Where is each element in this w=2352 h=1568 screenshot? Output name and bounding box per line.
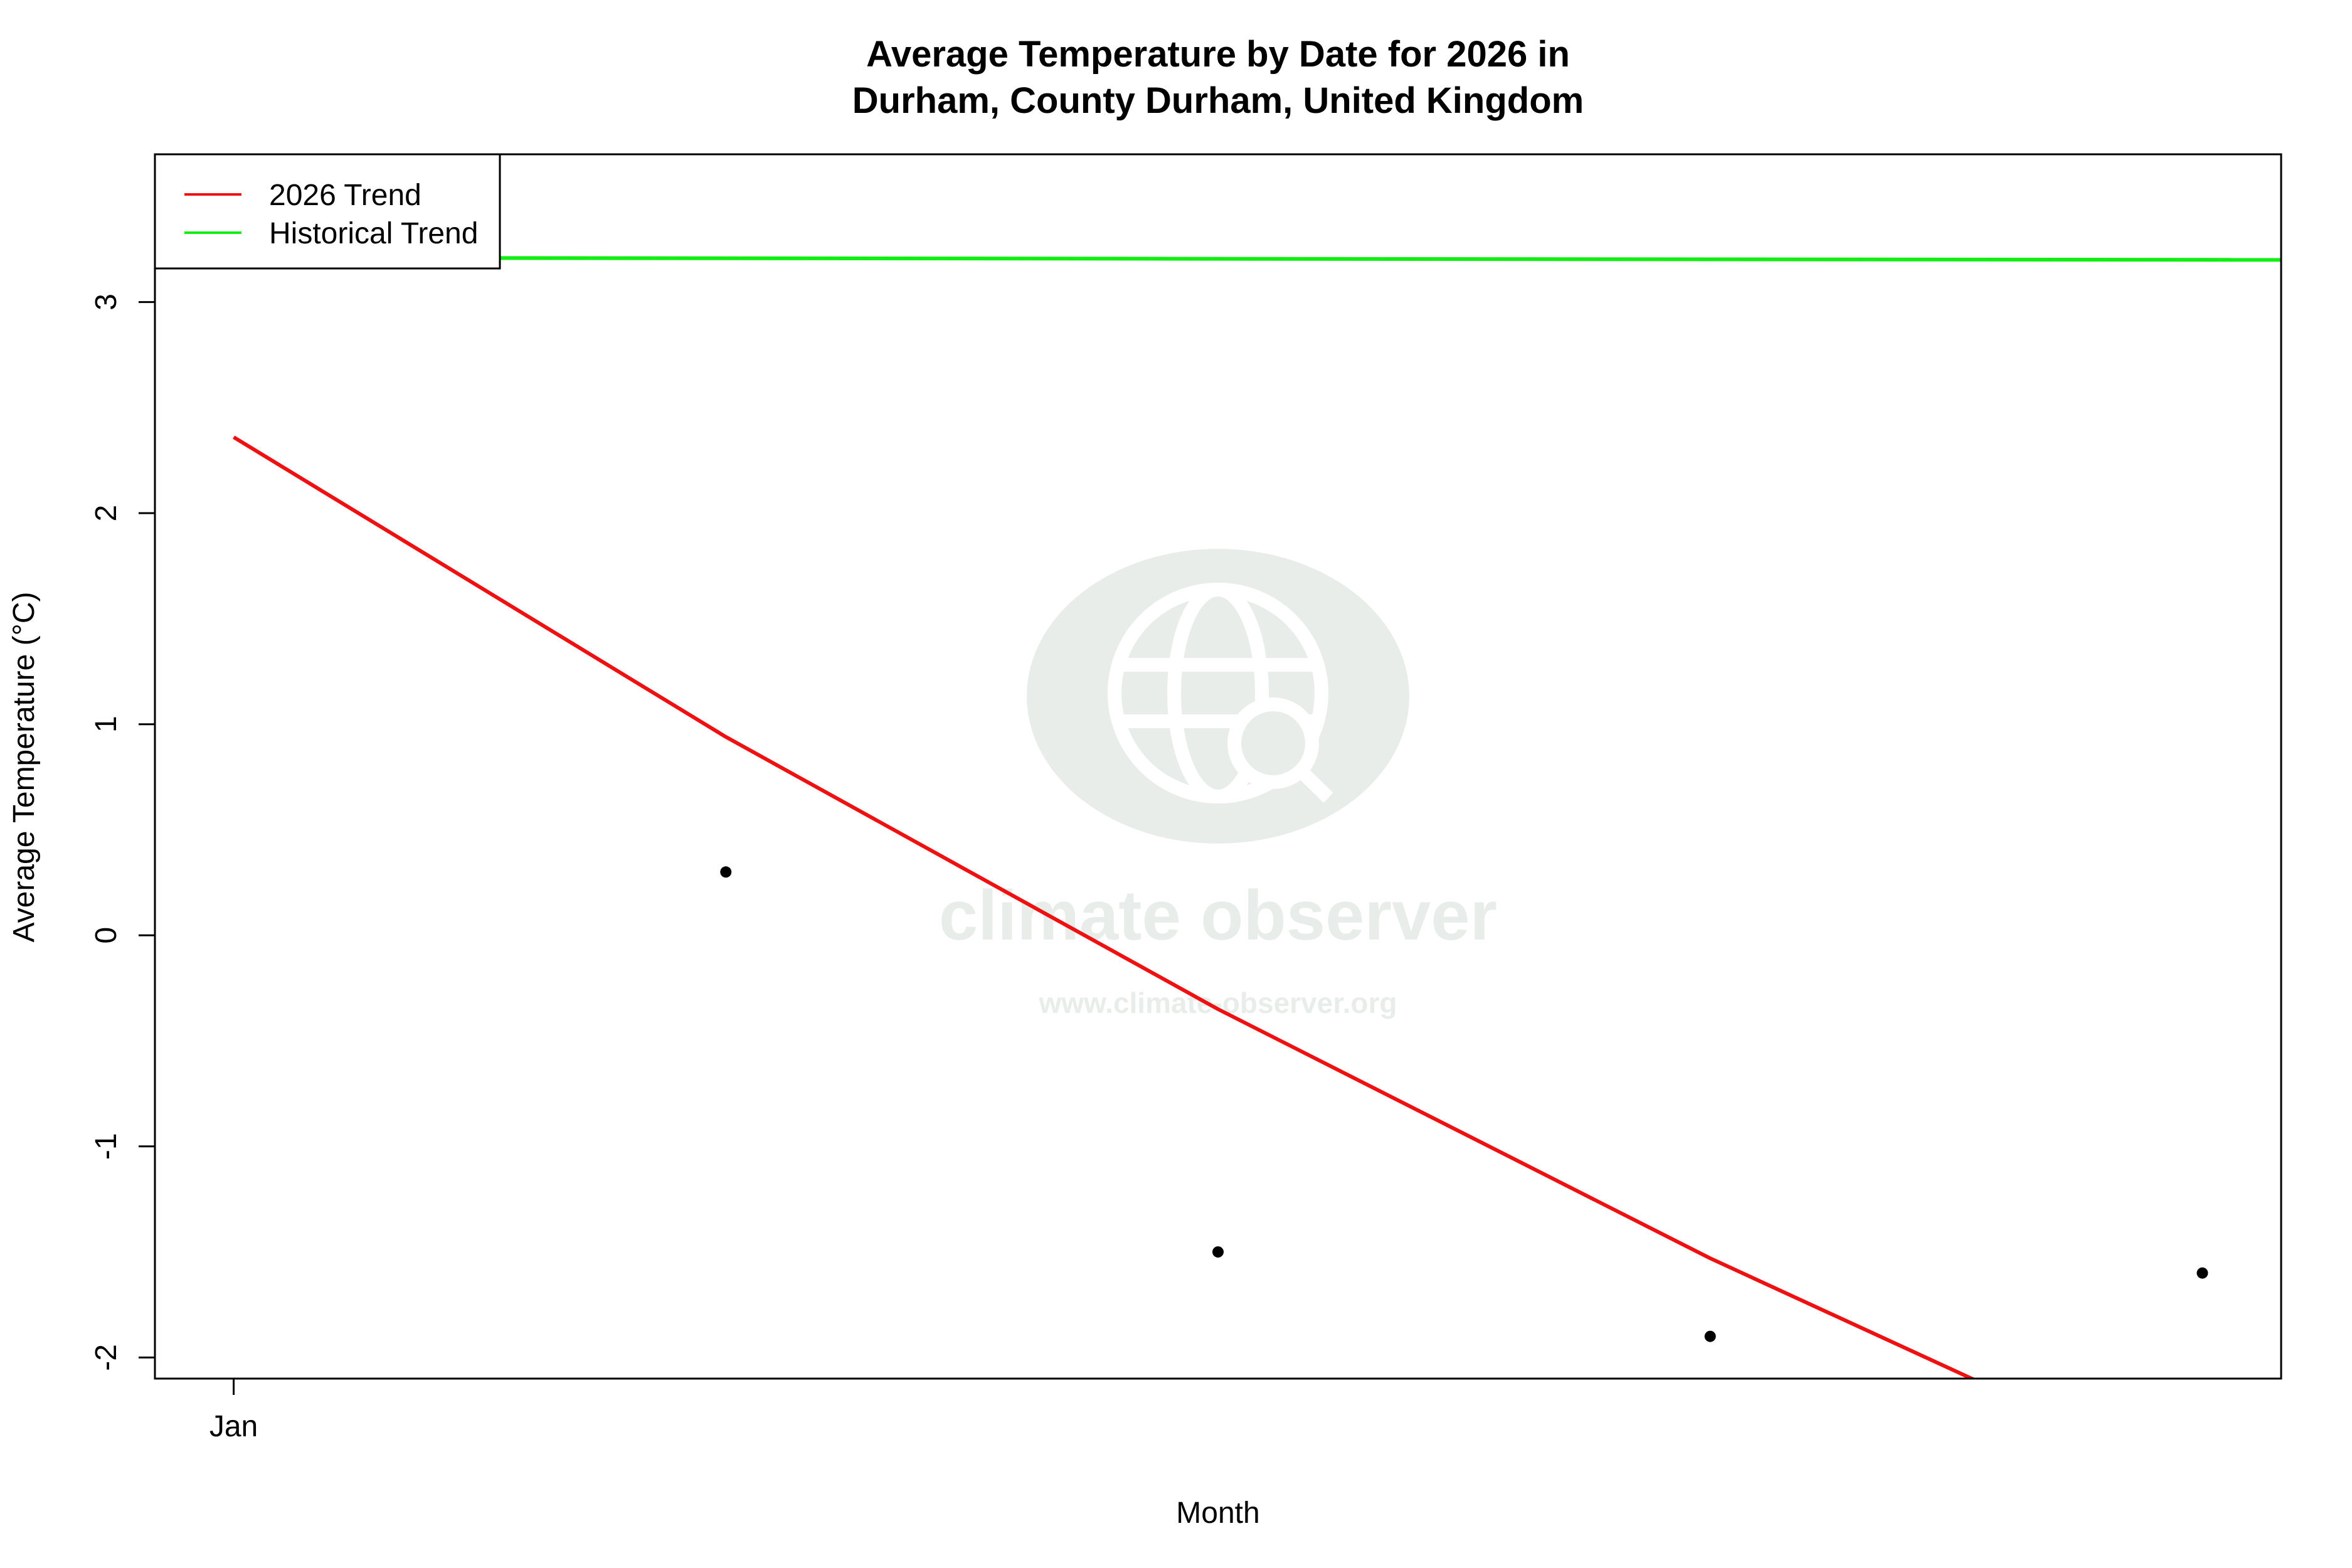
x-tick-label: Jan (209, 1410, 258, 1443)
legend-label: 2026 Trend (269, 179, 421, 212)
plot-area (154, 153, 2282, 1380)
y-tick-label: 2 (90, 505, 123, 522)
y-tick-label: 0 (90, 927, 123, 944)
watermark: climate observer www.climate-observer.or… (939, 549, 1497, 1019)
chart-subtitle: Durham, County Durham, United Kingdom (852, 80, 1584, 121)
chart-title: Average Temperature by Date for 2026 in (866, 34, 1570, 75)
data-point (2196, 1267, 2208, 1279)
y-tick-label: 1 (90, 716, 123, 733)
x-axis-label: Month (1176, 1496, 1259, 1530)
globe-search-icon (1108, 583, 1333, 803)
legend-box (154, 153, 501, 270)
legend-label: Historical Trend (269, 217, 478, 250)
watermark-brand: climate observer (939, 876, 1497, 955)
y-tick-label: -1 (90, 1133, 123, 1160)
watermark-badge (1027, 549, 1409, 844)
data-point (1704, 1330, 1716, 1342)
series-line-2 (155, 255, 2281, 262)
y-tick-label: -2 (90, 1344, 123, 1371)
data-point (1212, 1246, 1224, 1258)
data-point (720, 866, 732, 878)
y-tick-label: 3 (90, 294, 123, 310)
points-layer (720, 866, 2208, 1342)
watermark-url: www.climate-observer.org (1039, 987, 1397, 1019)
series-line-1 (233, 435, 1976, 1379)
axis-ticks: -2 -1 0 1 2 3 Jan (90, 294, 258, 1443)
y-axis-label: Average Temperature (°C) (8, 591, 41, 942)
legend: 2026 Trend Historical Trend (154, 153, 501, 270)
series-layer (155, 255, 2281, 1379)
